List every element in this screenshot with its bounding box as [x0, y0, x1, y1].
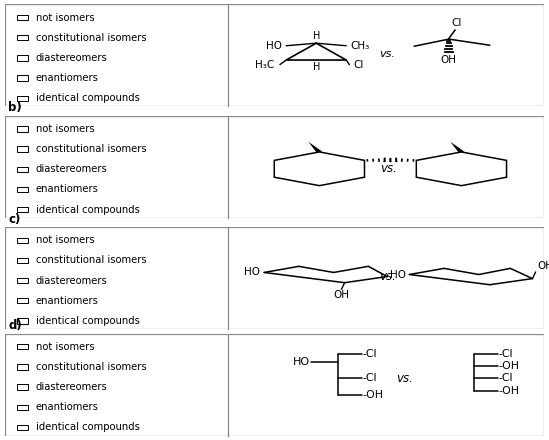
Text: constitutional isomers: constitutional isomers — [36, 144, 147, 154]
Bar — [16, 15, 28, 20]
Bar — [16, 405, 28, 410]
Text: -Cl: -Cl — [498, 374, 513, 383]
Text: identical compounds: identical compounds — [36, 205, 140, 215]
Bar — [16, 76, 28, 81]
Text: diastereomers: diastereomers — [36, 53, 108, 63]
Text: enantiomers: enantiomers — [36, 184, 99, 194]
Text: vs.: vs. — [380, 162, 397, 175]
Bar — [16, 318, 28, 323]
Text: d): d) — [8, 319, 22, 332]
Text: -OH: -OH — [498, 361, 520, 371]
Bar — [16, 278, 28, 283]
Text: HO: HO — [293, 357, 310, 367]
Bar — [16, 298, 28, 304]
Bar — [16, 238, 28, 243]
Text: identical compounds: identical compounds — [36, 422, 140, 433]
Bar — [16, 187, 28, 192]
Bar — [16, 364, 28, 370]
Text: not isomers: not isomers — [36, 342, 94, 352]
Text: H₃C: H₃C — [255, 60, 274, 70]
Text: CH₃: CH₃ — [350, 41, 369, 51]
Text: HO: HO — [390, 270, 406, 279]
Text: c): c) — [8, 213, 21, 226]
Text: identical compounds: identical compounds — [36, 316, 140, 326]
Text: H: H — [312, 31, 320, 41]
Polygon shape — [309, 142, 322, 152]
Text: not isomers: not isomers — [36, 235, 94, 246]
Bar — [16, 167, 28, 172]
Text: vs.: vs. — [396, 372, 413, 385]
Text: b): b) — [8, 101, 22, 114]
Text: diastereomers: diastereomers — [36, 382, 108, 392]
Text: H: H — [312, 62, 320, 72]
Bar — [16, 207, 28, 212]
Text: -OH: -OH — [363, 390, 384, 400]
Text: vs.: vs. — [379, 49, 395, 59]
Bar — [16, 95, 28, 101]
Text: Cl: Cl — [354, 60, 364, 70]
Text: enantiomers: enantiomers — [36, 73, 99, 83]
Text: not isomers: not isomers — [36, 13, 94, 23]
Bar — [16, 55, 28, 61]
Polygon shape — [450, 142, 464, 152]
Text: enantiomers: enantiomers — [36, 402, 99, 412]
Text: -Cl: -Cl — [363, 349, 378, 359]
Text: enantiomers: enantiomers — [36, 296, 99, 306]
Text: vs.: vs. — [379, 270, 396, 282]
Text: constitutional isomers: constitutional isomers — [36, 33, 147, 43]
Bar — [16, 425, 28, 430]
Text: constitutional isomers: constitutional isomers — [36, 256, 147, 265]
Text: identical compounds: identical compounds — [36, 93, 140, 103]
Text: -Cl: -Cl — [498, 349, 513, 359]
Text: -OH: -OH — [498, 386, 520, 396]
Bar — [16, 344, 28, 349]
Text: OH: OH — [441, 55, 457, 65]
Bar — [16, 147, 28, 152]
Bar — [16, 126, 28, 132]
Text: Cl: Cl — [451, 18, 462, 29]
Text: diastereomers: diastereomers — [36, 275, 108, 286]
Bar — [16, 258, 28, 263]
Text: -Cl: -Cl — [363, 374, 378, 383]
Text: constitutional isomers: constitutional isomers — [36, 362, 147, 372]
Text: not isomers: not isomers — [36, 124, 94, 134]
Text: diastereomers: diastereomers — [36, 164, 108, 174]
Text: HO: HO — [244, 268, 260, 278]
Bar — [16, 35, 28, 40]
Text: OH: OH — [333, 290, 350, 300]
Text: HO: HO — [266, 41, 282, 51]
Text: OH: OH — [537, 261, 549, 271]
Bar — [16, 385, 28, 390]
